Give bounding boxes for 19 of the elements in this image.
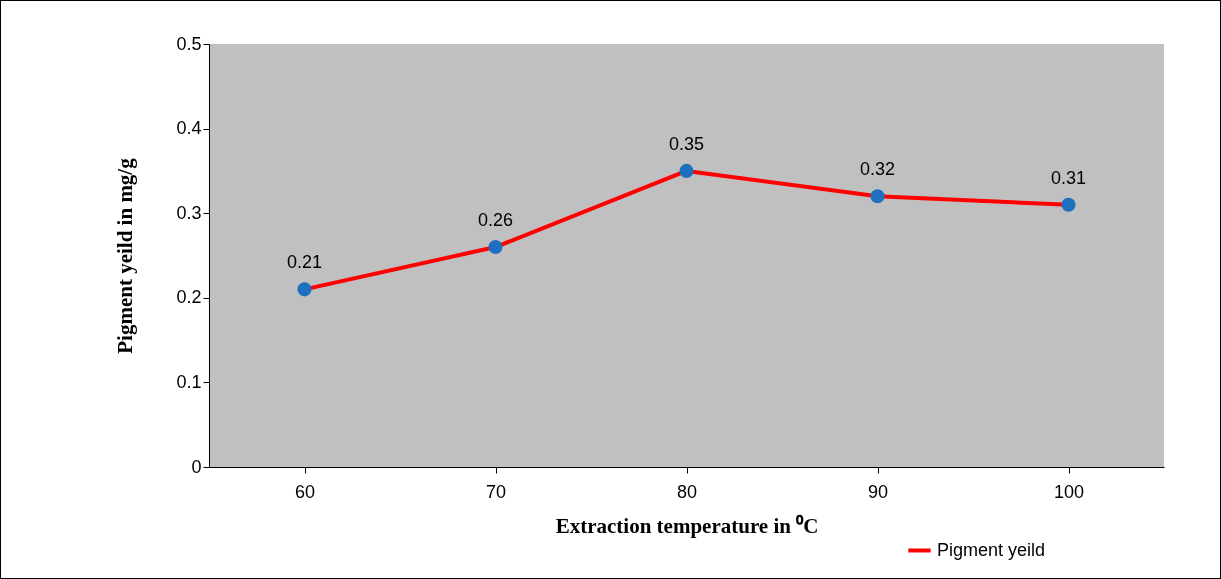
y-axis-title: Pigment yeild in mg/g [113, 157, 138, 354]
data-label: 0.32 [859, 159, 896, 180]
y-tick-label: 0 [191, 456, 202, 477]
data-label: 0.26 [477, 210, 514, 231]
y-tick-label: 0.2 [176, 287, 202, 308]
x-tick-label: 60 [294, 481, 316, 502]
data-label: 0.35 [668, 133, 705, 154]
data-label: 0.31 [1050, 167, 1087, 188]
x-tick-label: 70 [485, 481, 507, 502]
y-tick-label: 0.1 [176, 371, 202, 392]
y-tick-label: 0.3 [176, 202, 202, 223]
x-tick-label: 90 [867, 481, 889, 502]
y-tick-label: 0.5 [176, 33, 202, 54]
x-tick-label: 100 [1053, 481, 1085, 502]
x-tick-label: 80 [676, 481, 698, 502]
x-axis-title: Extraction temperature in ⁰C [555, 513, 819, 538]
legend-label: Pigment yeild [937, 539, 1046, 560]
data-label: 0.21 [286, 252, 323, 273]
y-tick-label: 0.4 [176, 118, 202, 139]
